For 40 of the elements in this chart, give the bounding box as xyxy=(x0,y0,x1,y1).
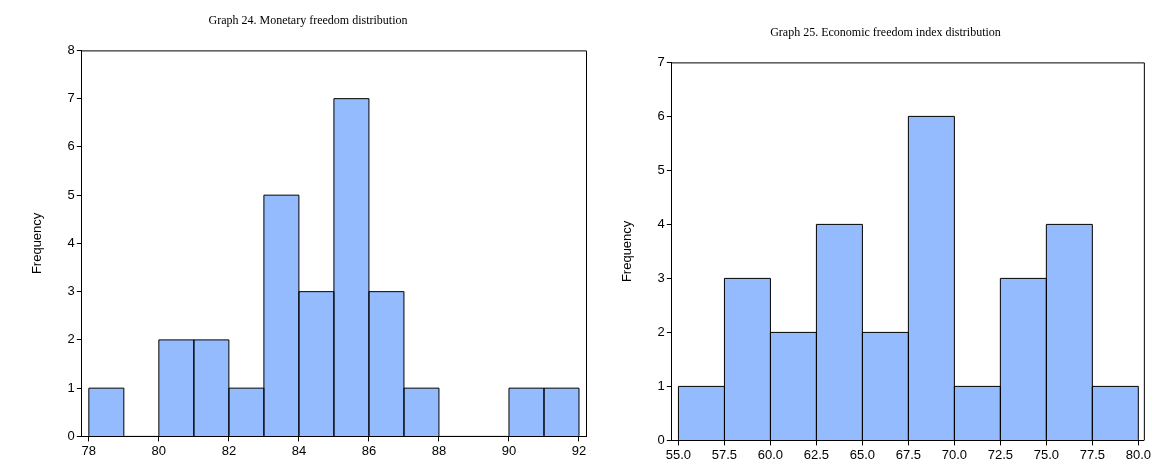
x-tick-label: 57.5 xyxy=(711,446,738,462)
x-tick-label: 84 xyxy=(291,442,307,458)
y-tick-label: 7 xyxy=(67,90,75,106)
x-tick-label: 75.0 xyxy=(1033,446,1060,462)
y-tick-label: 2 xyxy=(657,323,665,339)
y-axis-title: Frequency xyxy=(619,220,635,283)
y-tick-label: 6 xyxy=(657,107,665,123)
y-tick-label: 0 xyxy=(657,431,665,447)
y-tick-label: 8 xyxy=(67,41,75,57)
y-tick-label: 3 xyxy=(657,269,665,285)
y-tick-label: 3 xyxy=(67,283,75,299)
chart-title: Graph 24. Monetary freedom distribution xyxy=(208,13,408,28)
x-tick-label: 70.0 xyxy=(941,446,968,462)
y-tick-label: 4 xyxy=(67,234,75,250)
x-tick-label: 67.5 xyxy=(895,446,922,462)
x-tick-label: 55.0 xyxy=(665,446,692,462)
y-tick-label: 1 xyxy=(657,377,665,393)
x-tick-label: 65.0 xyxy=(849,446,876,462)
x-tick-label: 86 xyxy=(361,442,377,458)
x-tick-label: 92 xyxy=(571,442,587,458)
x-tick-label: 60.0 xyxy=(757,446,784,462)
y-tick-label: 6 xyxy=(67,138,75,154)
x-tick-label: 77.5 xyxy=(1079,446,1105,462)
x-tick-label: 80.0 xyxy=(1125,446,1151,462)
y-tick-label: 7 xyxy=(657,53,665,69)
x-tick-label: 88 xyxy=(431,442,447,458)
chart-title: Graph 25. Economic freedom index distribution xyxy=(770,25,1001,40)
y-tick-label: 2 xyxy=(67,331,75,347)
y-tick-label: 4 xyxy=(657,215,665,231)
y-tick-label: 5 xyxy=(657,161,665,177)
y-tick-label: 5 xyxy=(67,186,75,202)
y-tick-label: 1 xyxy=(67,379,75,395)
y-axis-title: Frequency xyxy=(29,212,45,275)
x-tick-label: 82 xyxy=(221,442,237,458)
y-tick-label: 0 xyxy=(67,427,75,443)
x-tick-label: 62.5 xyxy=(803,446,830,462)
x-tick-label: 78 xyxy=(81,442,97,458)
x-tick-label: 72.5 xyxy=(987,446,1014,462)
x-tick-label: 80 xyxy=(151,442,167,458)
x-tick-label: 90 xyxy=(501,442,517,458)
